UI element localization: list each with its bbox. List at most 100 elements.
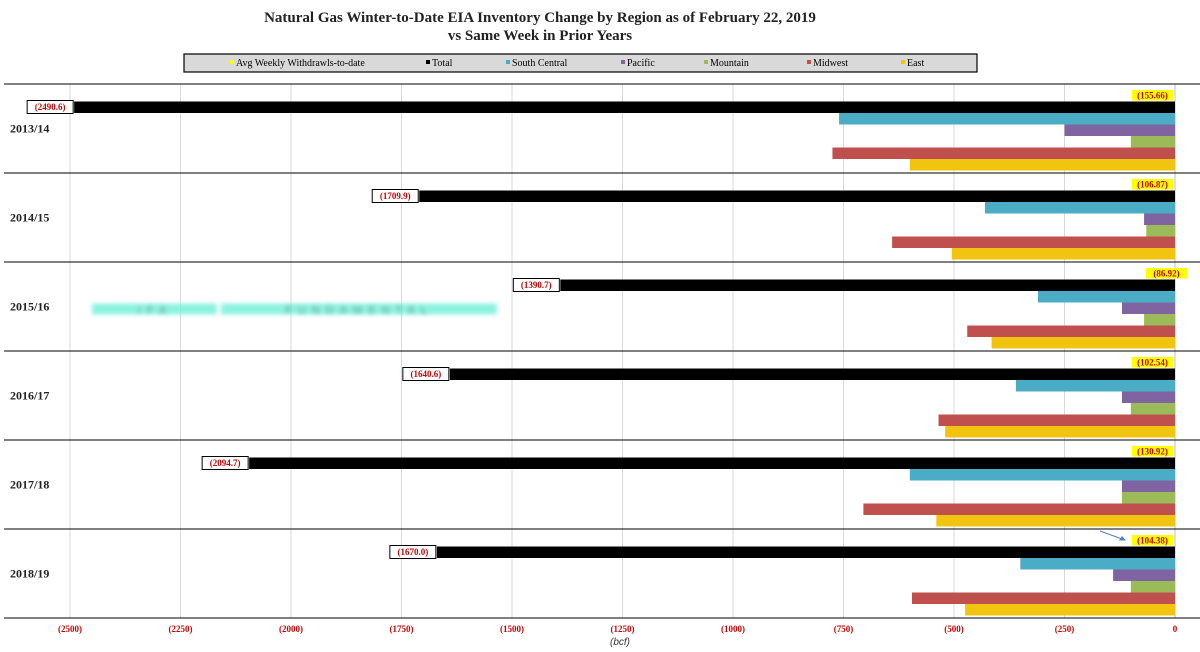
- bars: [74, 101, 1176, 616]
- avg-label-bg: [1132, 446, 1173, 457]
- bar-pacific: [1113, 569, 1175, 581]
- bar-total: [560, 279, 1175, 291]
- category-label-2018-19: 2018/19: [10, 567, 49, 581]
- total-label-box: [402, 367, 450, 381]
- avg-label: (102.54): [1137, 358, 1168, 368]
- total-label: (1390.7): [521, 280, 552, 290]
- bar-pacific: [1144, 213, 1175, 225]
- x-axis-title: (bcf): [610, 637, 630, 648]
- bar-mountain: [1144, 314, 1175, 326]
- bar-mountain: [1130, 136, 1175, 148]
- legend-key-mountain: [704, 60, 708, 64]
- bar-midwest: [912, 592, 1175, 604]
- bar-east: [936, 515, 1175, 527]
- legend-key-east: [901, 60, 905, 64]
- bar-total: [74, 101, 1176, 113]
- bar-south-central: [1020, 558, 1175, 570]
- legend-key-total: [426, 60, 430, 64]
- x-tick-labels: (2500) (2250) (2000) (1750) (1500) (1250) (100…: [58, 624, 1178, 634]
- bar-south-central: [1015, 380, 1175, 392]
- bar-pacific: [1121, 391, 1175, 403]
- x-tick-label: (1750): [390, 624, 414, 634]
- legend-key-avg-weekly-withdrawls-to-date: [230, 60, 234, 64]
- total-label-box: [26, 100, 74, 114]
- bar-midwest: [863, 503, 1175, 515]
- bar-south-central: [839, 113, 1175, 125]
- bar-mountain: [1146, 225, 1175, 237]
- total-label: (1709.9): [380, 191, 411, 201]
- bar-east: [991, 337, 1175, 349]
- bar-south-central: [1037, 291, 1175, 303]
- bar-total: [249, 457, 1176, 469]
- bar-east: [909, 159, 1175, 171]
- category-labels: 2013/14 2014/15 2015/16 2016/17 2017/18 2018/…: [10, 122, 49, 581]
- legend-label-south-central: South Central: [512, 58, 567, 69]
- x-tick-label: (1500): [500, 624, 524, 634]
- bar-pacific: [1121, 480, 1175, 492]
- watermark-strip: [92, 303, 217, 315]
- total-label-box: [371, 189, 419, 203]
- x-tick-label: (1250): [611, 624, 635, 634]
- total-label-box: [201, 456, 249, 470]
- bar-pacific: [1121, 302, 1175, 314]
- x-tick-label: (2500): [58, 624, 82, 634]
- avg-label-bg: [1132, 535, 1173, 546]
- total-label: (2490.6): [35, 102, 66, 112]
- avg-label: (86.92): [1153, 269, 1179, 279]
- avg-label-bg: [1146, 268, 1187, 279]
- bar-south-central: [909, 469, 1175, 481]
- avg-label-bg: [1132, 179, 1173, 190]
- arrow-shaft: [1099, 530, 1123, 540]
- bar-east: [945, 426, 1175, 438]
- bar-midwest: [938, 414, 1175, 426]
- total-label: (1670.0): [397, 547, 428, 557]
- legend-key-south-central: [506, 60, 510, 64]
- chart-subtitle: vs Same Week in Prior Years: [448, 28, 632, 44]
- avg-label-bg: [1132, 90, 1173, 101]
- category-label-2015-16: 2015/16: [10, 300, 49, 314]
- legend-box: [183, 53, 978, 73]
- avg-label: (155.66): [1137, 91, 1168, 101]
- total-label-box: [389, 545, 437, 559]
- legend: Avg Weekly Withdrawls-to-date Total South …: [183, 53, 978, 73]
- x-tick-label: (500): [944, 624, 964, 634]
- x-tick-label: (2000): [279, 624, 303, 634]
- category-separators: [4, 83, 1200, 619]
- bar-south-central: [984, 202, 1175, 214]
- category-label-2013-14: 2013/14: [10, 122, 49, 136]
- bar-east: [965, 604, 1175, 616]
- legend-key-midwest: [807, 60, 811, 64]
- legend-label-east: East: [907, 58, 924, 69]
- legend-key-pacific: [621, 60, 625, 64]
- watermark: IFA FUNDAMENTAL: [92, 303, 497, 317]
- bar-midwest: [832, 147, 1175, 159]
- bar-mountain: [1130, 403, 1175, 415]
- legend-label-avg-weekly-withdrawls-to-date: Avg Weekly Withdrawls-to-date: [236, 58, 365, 69]
- total-label: (2094.7): [210, 458, 241, 468]
- avg-label: (104.38): [1137, 536, 1168, 546]
- total-label: (1640.6): [410, 369, 441, 379]
- chart-title: Natural Gas Winter-to-Date EIA Inventory…: [264, 10, 816, 26]
- total-label-box: [512, 278, 560, 292]
- bar-total: [436, 546, 1175, 558]
- annotation-arrow: [1099, 530, 1126, 541]
- bar-midwest: [892, 236, 1175, 248]
- avg-label: (106.87): [1137, 180, 1168, 190]
- x-tick-label: 0: [1173, 624, 1178, 634]
- legend-label-mountain: Mountain: [710, 58, 749, 69]
- bar-mountain: [1121, 492, 1175, 504]
- avg-label-bg: [1132, 357, 1173, 368]
- bar-midwest: [967, 325, 1175, 337]
- bar-total: [419, 190, 1175, 202]
- legend-label-pacific: Pacific: [627, 58, 655, 69]
- bar-mountain: [1130, 581, 1175, 593]
- x-tick-label: (1000): [721, 624, 745, 634]
- x-tick-label: (750): [834, 624, 854, 634]
- legend-label-midwest: Midwest: [813, 58, 848, 69]
- category-label-2016-17: 2016/17: [10, 389, 49, 403]
- bar-total: [449, 368, 1175, 380]
- watermark-text: IFA: [138, 305, 173, 317]
- data-labels: (155.66) (2490.6) (106.87) (1709.9) (86.92) (…: [26, 90, 1187, 559]
